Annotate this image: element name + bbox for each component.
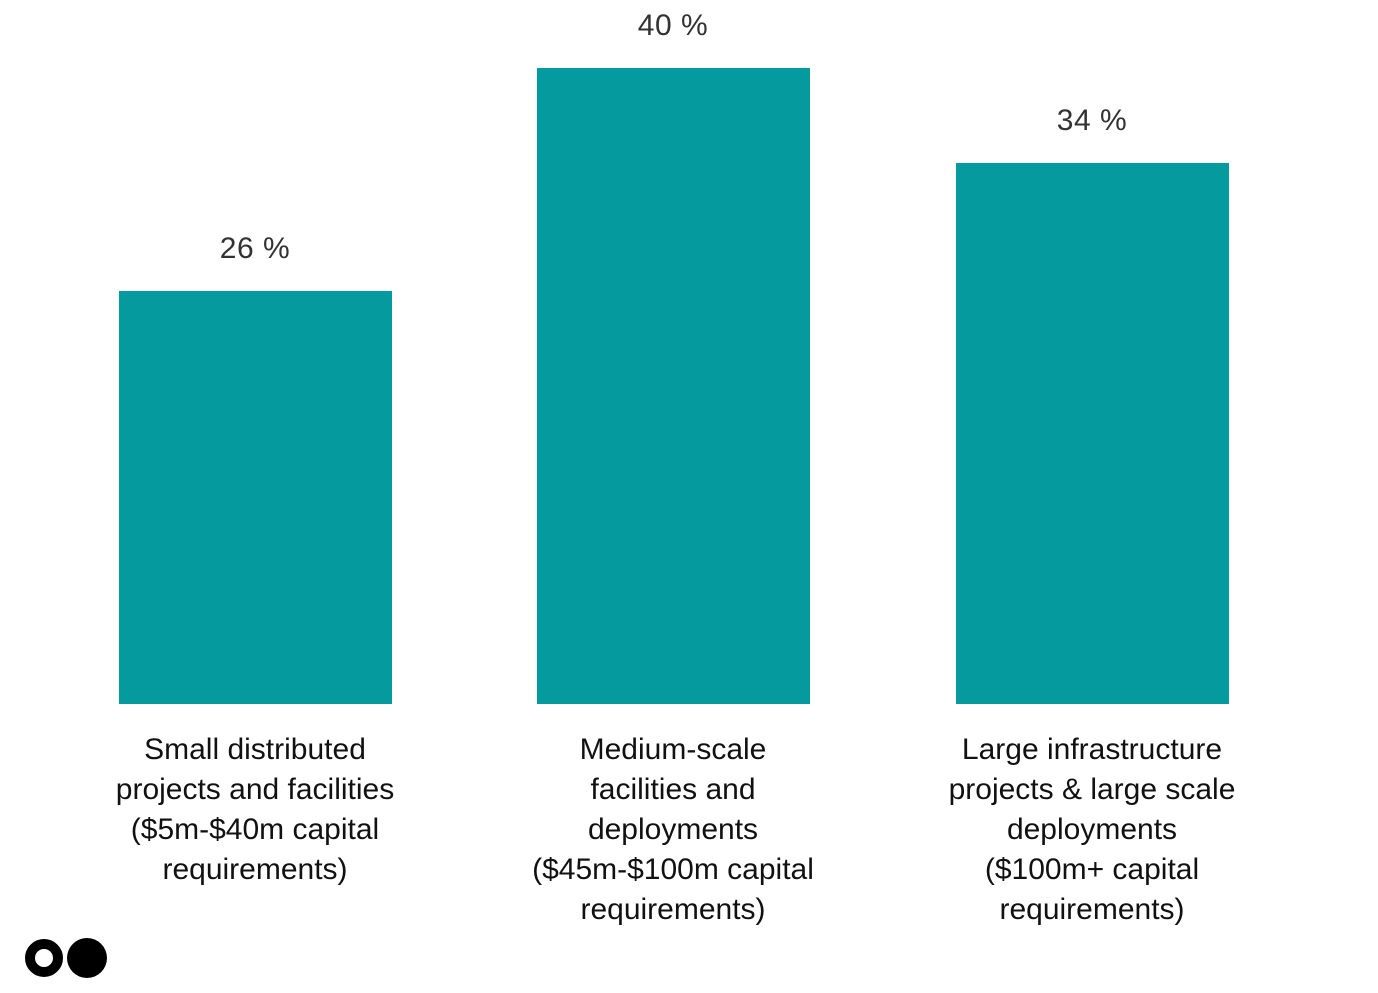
category-label-medium-scale: Medium-scale facilities and deployments … — [532, 733, 814, 926]
bar-value-label: 34 % — [1056, 104, 1128, 137]
bar-group-large-infrastructure: 34 % — [902, 0, 1282, 704]
filled-circle-icon — [67, 938, 107, 978]
bar-group-small-distributed: 26 % — [65, 0, 445, 704]
flourish-logo[interactable] — [24, 934, 134, 982]
outlined-circle-icon — [25, 939, 63, 977]
bar-value-label: 40 % — [637, 9, 709, 42]
bar-large-infrastructure — [955, 163, 1229, 704]
bar-value-label: 26 % — [219, 232, 291, 265]
bar-small-distributed — [118, 291, 392, 704]
category-label-small-distributed: Small distributed projects and facilitie… — [115, 733, 395, 886]
bar-group-medium-scale: 40 % — [483, 0, 863, 704]
two-circles-logo-icon — [25, 938, 107, 978]
category-label-large-infrastructure: Large infrastructure projects & large sc… — [948, 733, 1236, 926]
bar-medium-scale — [536, 68, 810, 704]
